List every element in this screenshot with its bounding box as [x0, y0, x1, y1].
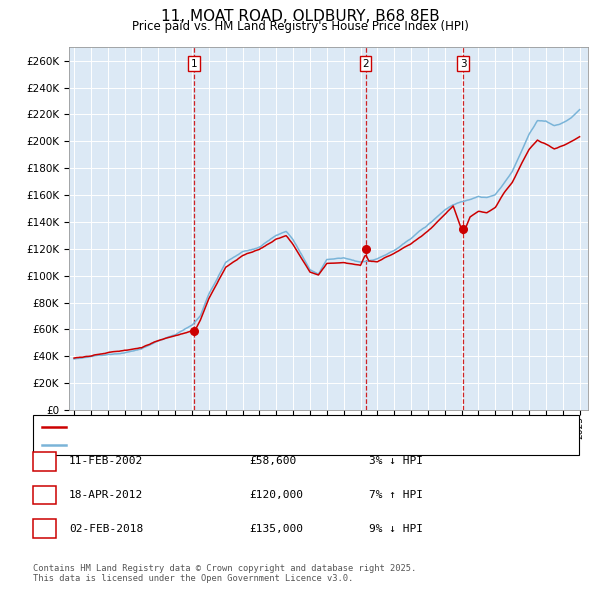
Text: Contains HM Land Registry data © Crown copyright and database right 2025.
This d: Contains HM Land Registry data © Crown c…	[33, 563, 416, 583]
Text: 11, MOAT ROAD, OLDBURY, B68 8EB: 11, MOAT ROAD, OLDBURY, B68 8EB	[161, 9, 439, 24]
Text: 02-FEB-2018: 02-FEB-2018	[69, 524, 143, 533]
Text: 2: 2	[41, 490, 48, 500]
Text: 3: 3	[460, 58, 466, 68]
Text: 11, MOAT ROAD, OLDBURY, B68 8EB (semi-detached house): 11, MOAT ROAD, OLDBURY, B68 8EB (semi-de…	[72, 422, 390, 432]
Text: £135,000: £135,000	[249, 524, 303, 533]
Text: 3% ↓ HPI: 3% ↓ HPI	[369, 457, 423, 466]
Text: 1: 1	[41, 457, 48, 466]
Text: £120,000: £120,000	[249, 490, 303, 500]
Text: Price paid vs. HM Land Registry's House Price Index (HPI): Price paid vs. HM Land Registry's House …	[131, 20, 469, 33]
Text: 3: 3	[41, 524, 48, 533]
Text: £58,600: £58,600	[249, 457, 296, 466]
Text: 11-FEB-2002: 11-FEB-2002	[69, 457, 143, 466]
Text: 9% ↓ HPI: 9% ↓ HPI	[369, 524, 423, 533]
Text: 2: 2	[362, 58, 369, 68]
Text: 1: 1	[191, 58, 197, 68]
Text: 18-APR-2012: 18-APR-2012	[69, 490, 143, 500]
Text: HPI: Average price, semi-detached house, Sandwell: HPI: Average price, semi-detached house,…	[72, 440, 366, 450]
Text: 7% ↑ HPI: 7% ↑ HPI	[369, 490, 423, 500]
